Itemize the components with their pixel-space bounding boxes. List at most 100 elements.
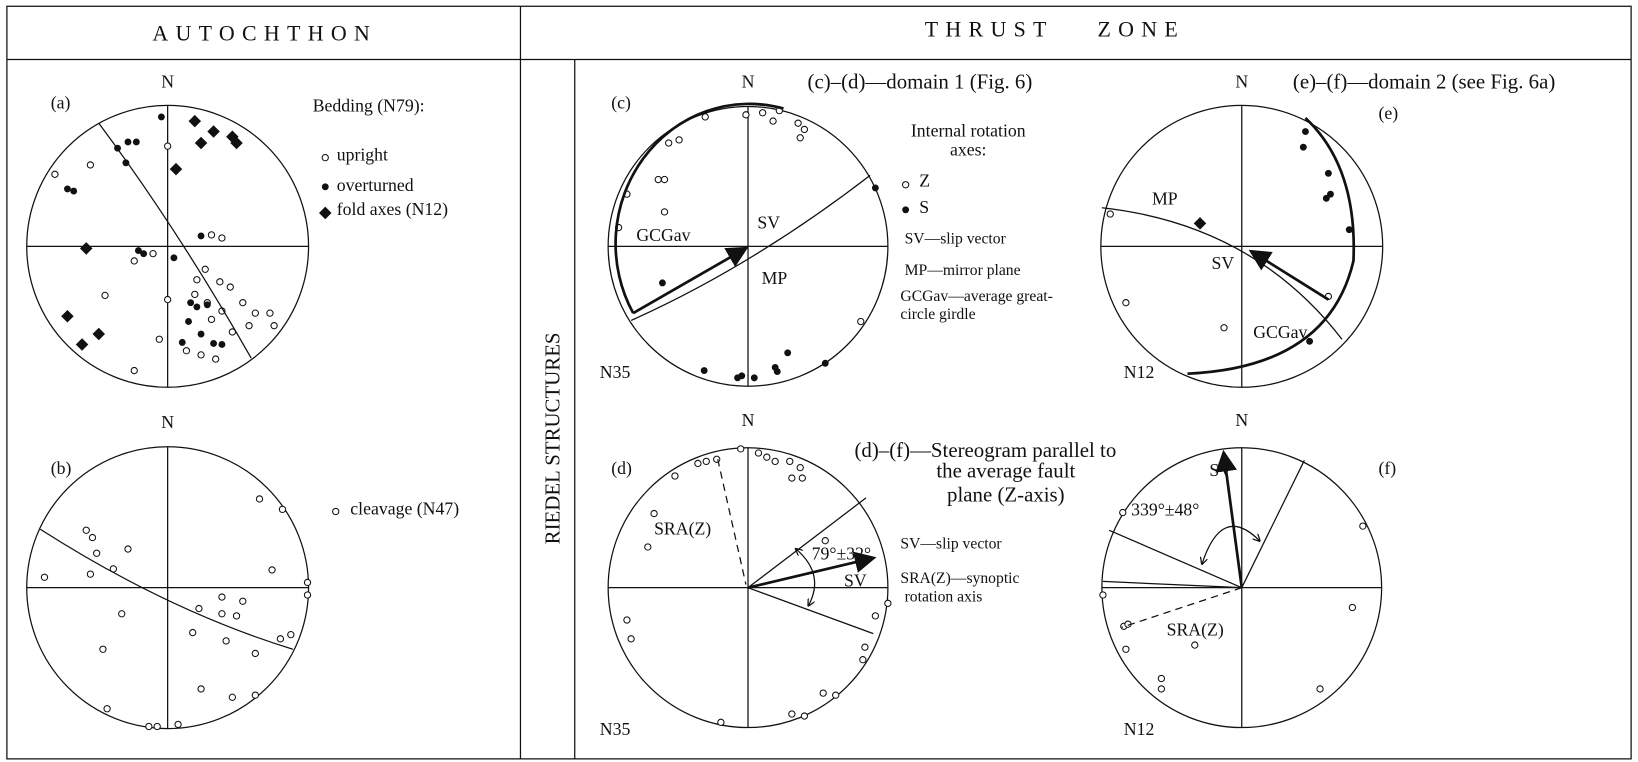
count: N12 — [1124, 719, 1155, 739]
point-z — [149, 249, 157, 258]
point-z — [218, 234, 226, 242]
point-z — [644, 543, 652, 551]
point-s — [1301, 128, 1309, 135]
point-z — [153, 722, 161, 731]
point-z — [182, 347, 191, 355]
count: N12 — [1124, 362, 1155, 382]
legend-note: circle girdle — [900, 306, 975, 323]
point-z — [245, 322, 253, 330]
point-z — [650, 509, 658, 518]
legend-title: axes: — [950, 139, 986, 159]
point-z — [278, 505, 287, 514]
legend-note: SV—slip vector — [900, 535, 1002, 552]
point-s — [185, 318, 192, 325]
annotation: GCGav — [636, 225, 690, 245]
point-z — [255, 495, 264, 503]
legend-item: Z — [919, 171, 930, 191]
point-z — [93, 549, 101, 557]
point-z — [1099, 591, 1107, 599]
point-z — [660, 175, 669, 184]
point-z — [191, 290, 199, 299]
north: N — [161, 412, 174, 432]
point-z — [763, 453, 771, 461]
point-s — [63, 185, 71, 193]
point-z — [788, 710, 796, 718]
panel-label: (f) — [1378, 458, 1396, 478]
annotation: MP — [1152, 188, 1178, 208]
side-label: RIEDEL STRUCTURES — [541, 332, 565, 544]
legend-item: overturned — [337, 175, 414, 195]
point-s — [203, 301, 211, 309]
legend-note: rotation axis — [905, 589, 983, 606]
point-z — [754, 449, 763, 457]
point-z — [251, 649, 259, 658]
point-z — [742, 111, 750, 119]
point-s — [773, 368, 781, 376]
point-z — [86, 161, 95, 169]
point-z — [694, 459, 702, 468]
point-z — [201, 265, 209, 273]
point-z — [51, 170, 59, 178]
point-s — [193, 303, 201, 311]
frame — [6, 5, 1632, 760]
point-z — [737, 445, 745, 453]
point-z — [832, 691, 840, 699]
point-z — [671, 472, 679, 480]
fold-axis — [92, 327, 106, 341]
point-s — [871, 184, 879, 192]
point-z — [796, 463, 804, 472]
caption: (c)–(d)—domain 1 (Fig. 6) — [808, 69, 1033, 93]
fold-axis — [194, 136, 208, 150]
point-z — [1119, 508, 1127, 517]
point-z — [702, 457, 710, 466]
point-z — [660, 208, 669, 216]
panel-label: (e) — [1378, 103, 1398, 123]
panel-label: (a) — [51, 92, 71, 112]
point-s — [784, 349, 792, 357]
point-z — [1106, 210, 1114, 218]
annotation: SV — [1211, 253, 1234, 273]
point-s — [70, 187, 78, 195]
point-z — [163, 142, 172, 150]
point-s — [658, 279, 666, 287]
point-z — [195, 604, 203, 613]
annotation: GCGav — [1253, 322, 1307, 342]
point-z — [130, 257, 138, 265]
point-s — [700, 367, 708, 375]
point-z — [884, 599, 892, 607]
point-z — [276, 635, 285, 643]
point-z — [819, 689, 827, 697]
caption: (e)–(f)—domain 2 (see Fig. 6a) — [1293, 69, 1555, 93]
point-z — [124, 545, 132, 553]
legend-note: MP—mirror plane — [905, 262, 1021, 279]
point-s — [1327, 190, 1334, 198]
point-z — [101, 291, 109, 300]
point-z — [859, 656, 867, 664]
legend-item: fold axes (N12) — [337, 199, 448, 219]
point-z — [713, 455, 721, 463]
point-z — [118, 610, 126, 618]
point-z — [99, 645, 107, 653]
caption: the average fault — [936, 459, 1075, 483]
point-z — [197, 685, 205, 693]
point-z — [1359, 522, 1367, 530]
point-s — [187, 299, 195, 307]
point-z — [654, 175, 662, 184]
point-s — [157, 113, 165, 121]
point-z — [1122, 299, 1130, 307]
point-z — [88, 533, 97, 542]
header: AUTOCHTHON — [152, 21, 377, 46]
legend-item: S — [919, 197, 929, 217]
point-z — [207, 315, 216, 324]
point-z — [270, 322, 278, 330]
panel-label: (b) — [51, 458, 72, 478]
point-z — [189, 628, 197, 637]
point-s — [1306, 337, 1314, 345]
point-z — [232, 612, 241, 620]
point-z — [1191, 641, 1199, 649]
header: THRUST ZONE — [925, 16, 1185, 41]
point-z — [623, 616, 631, 624]
point-z — [857, 317, 865, 326]
point-s — [1322, 194, 1330, 202]
